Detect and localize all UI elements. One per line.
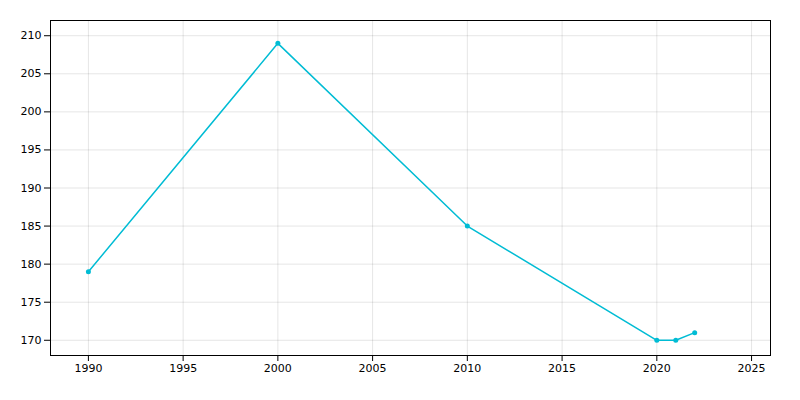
svg-text:2000: 2000 <box>264 362 292 375</box>
svg-text:2025: 2025 <box>738 362 766 375</box>
svg-text:205: 205 <box>21 67 42 80</box>
svg-text:180: 180 <box>21 258 42 271</box>
svg-text:2015: 2015 <box>548 362 576 375</box>
svg-text:190: 190 <box>21 182 42 195</box>
svg-text:1990: 1990 <box>74 362 102 375</box>
svg-text:200: 200 <box>21 105 42 118</box>
svg-text:2020: 2020 <box>643 362 671 375</box>
svg-text:175: 175 <box>21 296 42 309</box>
svg-text:1995: 1995 <box>169 362 197 375</box>
svg-text:2010: 2010 <box>453 362 481 375</box>
svg-text:195: 195 <box>21 143 42 156</box>
svg-text:210: 210 <box>21 29 42 42</box>
svg-text:2005: 2005 <box>359 362 387 375</box>
svg-text:185: 185 <box>21 220 42 233</box>
svg-text:170: 170 <box>21 334 42 347</box>
